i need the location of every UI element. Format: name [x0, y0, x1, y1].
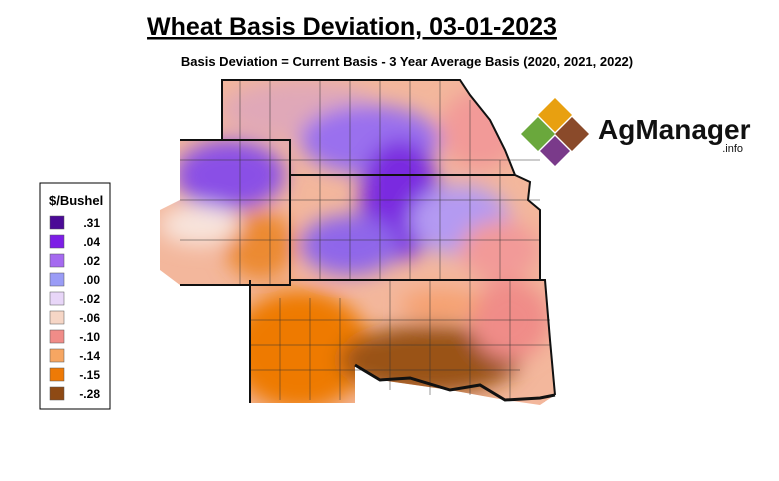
legend-swatch — [49, 329, 65, 344]
legend-swatch — [49, 234, 65, 249]
legend-swatch — [49, 386, 65, 401]
legend-label: -.15 — [79, 368, 100, 382]
logo-name: AgManager — [598, 114, 751, 145]
legend-label: .04 — [83, 235, 100, 249]
legend-title: $/Bushel — [49, 193, 103, 208]
legend-swatch — [49, 215, 65, 230]
legend-swatch — [49, 291, 65, 306]
legend-label: .31 — [83, 216, 100, 230]
legend-label: .00 — [83, 273, 100, 287]
map — [160, 80, 555, 405]
legend-label: .02 — [83, 254, 100, 268]
county-lines — [180, 80, 550, 400]
legend-label: -.06 — [79, 311, 100, 325]
logo-suffix: .info — [722, 143, 743, 155]
state-borders — [180, 79, 556, 403]
logo-cow — [555, 117, 589, 151]
legend-label: -.28 — [79, 387, 100, 401]
logo: AgManager .info — [512, 87, 751, 173]
legend-swatch — [49, 348, 65, 363]
logo-sun — [538, 98, 572, 132]
legend-label: -.14 — [79, 349, 100, 363]
legend-swatch — [49, 310, 65, 325]
legend-swatch — [49, 253, 65, 268]
legend-label: -.02 — [79, 292, 100, 306]
legend-swatch — [49, 272, 65, 287]
legend-swatch — [49, 367, 65, 382]
legend-label: -.10 — [79, 330, 100, 344]
logo-chart — [540, 136, 570, 166]
subtitle: Basis Deviation = Current Basis - 3 Year… — [181, 54, 633, 69]
legend: $/Bushel .31 .04 .02 .00 -.02 -.06 -.10 -.14 -.1… — [39, 182, 111, 410]
logo-wheat — [521, 117, 555, 151]
title: Wheat Basis Deviation, 03-01-2023 — [147, 13, 557, 41]
